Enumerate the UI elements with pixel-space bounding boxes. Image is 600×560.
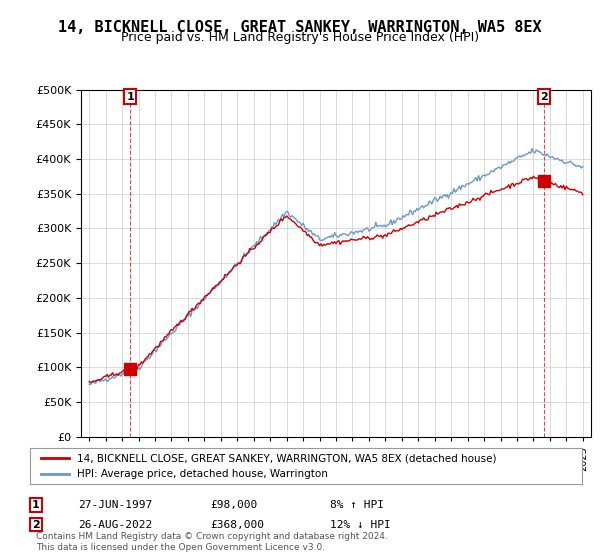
Text: 2: 2 [32, 520, 40, 530]
Text: 8% ↑ HPI: 8% ↑ HPI [330, 500, 384, 510]
Text: 2: 2 [540, 91, 548, 101]
Text: 1: 1 [127, 91, 134, 101]
Text: Price paid vs. HM Land Registry's House Price Index (HPI): Price paid vs. HM Land Registry's House … [121, 31, 479, 44]
Text: 14, BICKNELL CLOSE, GREAT SANKEY, WARRINGTON, WA5 8EX (detached house): 14, BICKNELL CLOSE, GREAT SANKEY, WARRIN… [77, 453, 496, 463]
Text: £368,000: £368,000 [210, 520, 264, 530]
Text: 1: 1 [32, 500, 40, 510]
Text: 12% ↓ HPI: 12% ↓ HPI [330, 520, 391, 530]
Text: 27-JUN-1997: 27-JUN-1997 [78, 500, 152, 510]
Text: £98,000: £98,000 [210, 500, 257, 510]
Text: Contains HM Land Registry data © Crown copyright and database right 2024.
This d: Contains HM Land Registry data © Crown c… [36, 532, 388, 552]
Text: HPI: Average price, detached house, Warrington: HPI: Average price, detached house, Warr… [77, 469, 328, 479]
Text: 26-AUG-2022: 26-AUG-2022 [78, 520, 152, 530]
Text: 14, BICKNELL CLOSE, GREAT SANKEY, WARRINGTON, WA5 8EX: 14, BICKNELL CLOSE, GREAT SANKEY, WARRIN… [58, 20, 542, 35]
